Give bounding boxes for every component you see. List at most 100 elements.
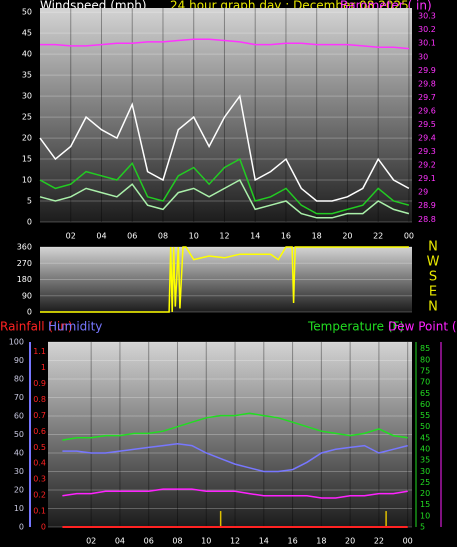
y2-tick-label: 85 — [420, 344, 430, 353]
temp-axis-title: Temperature (F) — [307, 320, 404, 334]
y-tick-label: 90 — [14, 356, 24, 365]
y3-tick-label: 0.4 — [33, 459, 46, 468]
y2-tick-label: 65 — [420, 389, 430, 398]
x-tick-label: 02 — [66, 232, 76, 241]
y-tick-label: 360 — [17, 243, 32, 252]
y-tick-label: 10 — [22, 176, 32, 185]
y2-tick-label: 29.8 — [418, 79, 436, 88]
y2-tick-label: 10 — [420, 511, 430, 520]
x-tick-label: 00 — [403, 537, 413, 546]
y3-tick-label: 0.6 — [33, 427, 46, 436]
series-line — [39, 158, 410, 215]
x-tick-label: 08 — [158, 232, 168, 241]
dew-axis-title: Dew Point (F) — [388, 320, 457, 334]
y-tick-label: 180 — [17, 275, 32, 284]
y-tick-label: 35 — [22, 71, 32, 80]
y-tick-label: 10 — [14, 504, 24, 513]
x-tick-label: 02 — [86, 537, 96, 546]
y3-tick-label: 1.1 — [33, 347, 46, 356]
x-tick-label: 04 — [96, 232, 106, 241]
compass-label: W — [427, 255, 440, 270]
compass-label: S — [429, 270, 437, 285]
y2-tick-label: 75 — [420, 366, 430, 375]
y2-tick-label: 50 — [420, 422, 430, 431]
y-tick-label: 80 — [14, 375, 24, 384]
y2-tick-label: 15 — [420, 500, 430, 509]
y2-tick-label: 29.2 — [418, 161, 436, 170]
y-tick-label: 0 — [27, 218, 32, 227]
y-tick-label: 40 — [22, 50, 32, 59]
y3-tick-label: 0.3 — [33, 475, 46, 484]
compass-label: N — [428, 300, 438, 315]
y2-tick-label: 29 — [418, 188, 428, 197]
y-tick-label: 100 — [9, 338, 24, 347]
x-tick-label: 20 — [345, 537, 355, 546]
y2-tick-label: 20 — [420, 489, 430, 498]
y3-tick-label: 0.7 — [33, 411, 46, 420]
y-tick-label: 50 — [22, 8, 32, 17]
y-tick-label: 30 — [14, 467, 24, 476]
x-tick-label: 10 — [189, 232, 199, 241]
y2-tick-label: 29.5 — [418, 120, 436, 129]
y2-tick-label: 30 — [418, 52, 428, 61]
humidity-axis-title: Humidity — [48, 320, 102, 334]
x-tick-label: 16 — [281, 232, 291, 241]
x-tick-label: 06 — [127, 232, 137, 241]
y2-tick-label: 29.9 — [418, 66, 436, 75]
y2-tick-label: 29.4 — [418, 134, 436, 143]
y2-tick-label: 70 — [420, 378, 430, 387]
rain-axis-title: Rainfall ( in) — [0, 320, 73, 334]
x-tick-label: 12 — [219, 232, 229, 241]
y-tick-label: 90 — [22, 291, 32, 300]
y2-tick-label: 30.3 — [418, 12, 436, 21]
y-tick-label: 20 — [14, 486, 24, 495]
y2-tick-label: 60 — [420, 400, 430, 409]
x-tick-label: 20 — [342, 232, 352, 241]
y-tick-label: 50 — [14, 430, 24, 439]
y2-tick-label: 30 — [420, 467, 430, 476]
x-tick-label: 06 — [144, 537, 154, 546]
series-line — [39, 178, 410, 219]
y2-tick-label: 25 — [420, 478, 430, 487]
x-tick-label: 00 — [404, 232, 414, 241]
x-tick-label: 18 — [316, 537, 326, 546]
y-tick-label: 0 — [19, 523, 24, 532]
y2-tick-label: 29.3 — [418, 147, 436, 156]
x-tick-label: 08 — [172, 537, 182, 546]
compass-label: N — [428, 240, 438, 255]
y2-tick-label: 28.8 — [418, 215, 436, 224]
series-line — [62, 443, 408, 473]
compass-label: E — [429, 285, 437, 300]
series-line — [39, 94, 410, 202]
y2-tick-label: 28.9 — [418, 201, 436, 210]
y2-tick-label: 30.1 — [418, 39, 436, 48]
y-tick-label: 0 — [27, 308, 32, 317]
y2-tick-label: 29.1 — [418, 174, 436, 183]
series-line — [40, 246, 409, 313]
y-tick-label: 60 — [14, 412, 24, 421]
y-tick-label: 15 — [22, 155, 32, 164]
y3-tick-label: 0.9 — [33, 379, 46, 388]
x-tick-label: 22 — [373, 232, 383, 241]
y-tick-label: 5 — [27, 197, 32, 206]
y3-tick-label: 0.1 — [33, 507, 46, 516]
y2-tick-label: 45 — [420, 433, 430, 442]
series-line — [40, 38, 409, 50]
x-tick-label: 18 — [312, 232, 322, 241]
y2-tick-label: 29.6 — [418, 106, 436, 115]
y-tick-label: 20 — [22, 134, 32, 143]
y2-tick-label: 55 — [420, 411, 430, 420]
y-tick-label: 270 — [17, 259, 32, 268]
y2-tick-label: 5 — [420, 523, 425, 532]
x-tick-label: 16 — [287, 537, 297, 546]
y2-tick-label: 35 — [420, 456, 430, 465]
x-tick-label: 04 — [115, 537, 125, 546]
y2-tick-label: 40 — [420, 444, 430, 453]
series-line — [62, 412, 408, 441]
y-tick-label: 25 — [22, 113, 32, 122]
x-tick-label: 12 — [230, 537, 240, 546]
y2-tick-label: 29.7 — [418, 93, 436, 102]
x-tick-label: 22 — [374, 537, 384, 546]
y2-tick-label: 30.2 — [418, 25, 436, 34]
y3-tick-label: 1 — [41, 363, 46, 372]
